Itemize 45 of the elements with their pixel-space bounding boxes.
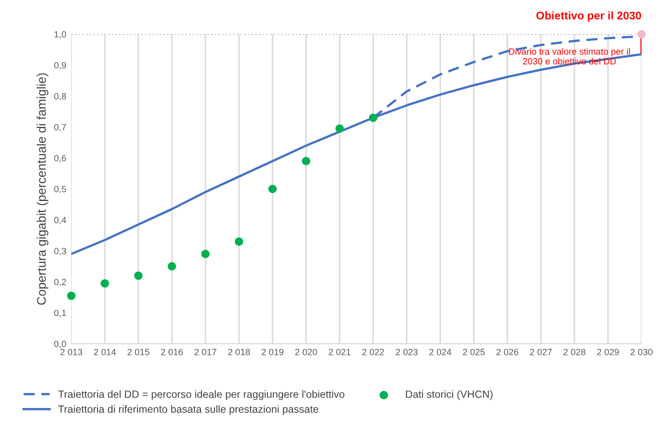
x-tick-label: 2 017 [194,348,216,356]
point [201,250,210,258]
y-tick-label: 0,8 [54,93,66,100]
x-tick-label: 2 019 [262,348,284,356]
x-tick-label: 2 021 [328,348,350,356]
legend-label: Dati storici (VHCN) [406,390,492,400]
y-tick-label: 0,4 [54,216,66,224]
y-tick-label: 0,6 [54,154,66,162]
y-tick-label: 0,9 [54,62,66,70]
point [134,271,143,280]
x-tick-label: 2 013 [60,348,82,356]
point [302,156,310,166]
legend-label: Traiettoria del DD = percorso ideale per raggiungere l'obiettivo [58,390,344,400]
x-tick-label: 2 024 [429,348,452,356]
y-tick-label: 0,1 [54,310,66,318]
x-tick-label: 2 029 [597,348,619,356]
legend-label: Traiettoria di riferimento basata sulle prestazioni passate [58,405,318,415]
point [100,279,109,288]
point [67,292,76,300]
x-tick-label: 2 023 [396,348,418,356]
point [335,124,344,133]
x-tick-label: 2 026 [496,348,518,356]
x-tick-label: 2 014 [94,348,116,356]
point [268,184,277,194]
x-tick-label: 2 020 [295,348,318,356]
y-tick-label: 1,0 [54,31,66,39]
y-tick-label: 0,0 [54,340,66,348]
x-tick-label: 2 027 [530,348,552,356]
x-tick-label: 2 030 [630,348,652,356]
annotation: Obiettivo per il 2030 [536,11,642,22]
point [234,237,244,246]
x-tick-label: 2 016 [161,348,183,356]
x-tick-label: 2 018 [228,348,250,356]
y-tick-label: 0,5 [54,186,66,194]
y-axis-title: Copertura gigabit (percentuale di famiglie) [36,73,48,305]
point [369,114,378,122]
point [637,30,646,38]
x-tick-label: 2 025 [462,348,485,356]
x-tick-label: 2 022 [362,348,384,356]
y-tick-label: 0,7 [54,124,66,132]
y-tick-label: 0,3 [54,248,66,256]
point [168,262,176,271]
y-tick-label: 0,2 [54,278,66,286]
x-tick-label: 2 028 [564,348,586,356]
x-tick-label: 2 015 [128,348,150,356]
